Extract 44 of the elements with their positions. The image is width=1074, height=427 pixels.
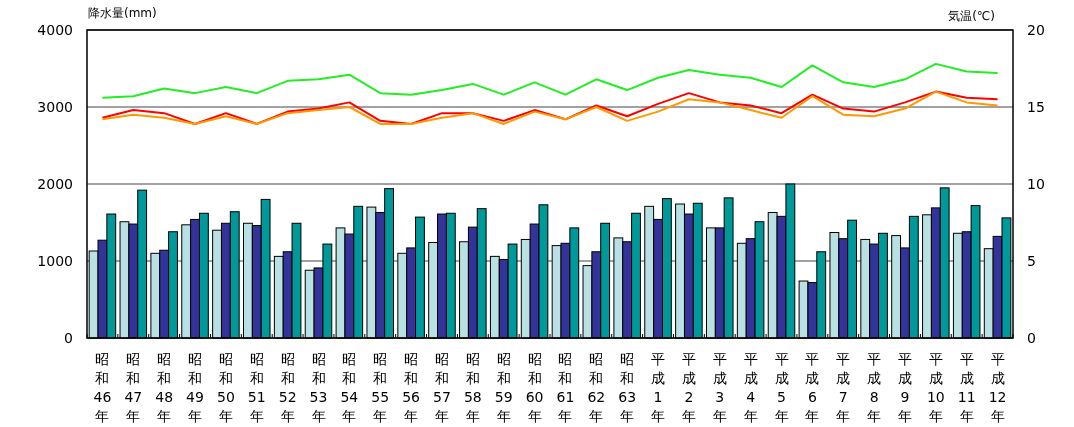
x-tick-label: 昭和56年 bbox=[402, 351, 421, 424]
line-series bbox=[101, 90, 999, 125]
x-tick-label: 昭和48年 bbox=[155, 351, 174, 424]
x-tick-label: 平成1年 bbox=[651, 351, 666, 424]
x-tick-label: 平成4年 bbox=[743, 351, 758, 424]
x-tick-label: 平成6年 bbox=[805, 351, 820, 424]
x-tick-label: 平成12年 bbox=[988, 351, 1007, 424]
y2-axis-title: 気温(℃) bbox=[948, 9, 995, 23]
x-tick-label: 昭和57年 bbox=[433, 351, 451, 424]
y-tick-label: 0 bbox=[64, 330, 73, 346]
y2-tick-label: 10 bbox=[1027, 176, 1045, 192]
x-tick-label: 平成11年 bbox=[957, 351, 976, 424]
y2-tick-label: 0 bbox=[1027, 330, 1036, 346]
x-tick-label: 昭和50年 bbox=[216, 351, 235, 424]
x-tick-label: 平成5年 bbox=[774, 351, 789, 424]
x-tick-label: 昭和52年 bbox=[278, 351, 297, 424]
y2-tick-label: 15 bbox=[1027, 99, 1045, 115]
y-axis-title: 降水量(mm) bbox=[88, 6, 157, 20]
x-tick-label: 昭和63年 bbox=[618, 351, 637, 424]
x-tick-label: 平成8年 bbox=[867, 351, 882, 424]
x-tick-label: 昭和47年 bbox=[124, 351, 143, 424]
x-tick-label: 平成7年 bbox=[836, 351, 851, 424]
y-tick-label: 4000 bbox=[37, 22, 73, 38]
y-tick-label: 2000 bbox=[37, 176, 73, 192]
x-tick-label: 平成2年 bbox=[681, 351, 696, 424]
x-tick-label: 昭和46年 bbox=[93, 351, 112, 424]
x-tick-label: 昭和58年 bbox=[463, 351, 482, 424]
x-tick-label: 昭和54年 bbox=[340, 351, 359, 424]
x-tick-label: 昭和51年 bbox=[247, 351, 266, 424]
x-tick-label: 昭和61年 bbox=[556, 351, 575, 424]
x-tick-label: 昭和53年 bbox=[309, 351, 328, 424]
y2-tick-label: 20 bbox=[1027, 22, 1045, 38]
x-tick-label: 平成9年 bbox=[897, 351, 912, 424]
line-series bbox=[101, 62, 999, 99]
x-tick-label: 昭和59年 bbox=[494, 351, 513, 424]
x-tick-label: 平成3年 bbox=[712, 351, 727, 424]
y-tick-label: 3000 bbox=[37, 99, 73, 115]
x-tick-label: 平成10年 bbox=[926, 351, 945, 424]
x-tick-label: 昭和49年 bbox=[186, 351, 204, 424]
x-tick-label: 昭和55年 bbox=[371, 351, 390, 424]
y2-tick-label: 5 bbox=[1027, 253, 1036, 269]
y-tick-label: 1000 bbox=[37, 253, 73, 269]
x-tick-label: 昭和60年 bbox=[525, 351, 544, 424]
x-tick-label: 昭和62年 bbox=[587, 351, 606, 424]
